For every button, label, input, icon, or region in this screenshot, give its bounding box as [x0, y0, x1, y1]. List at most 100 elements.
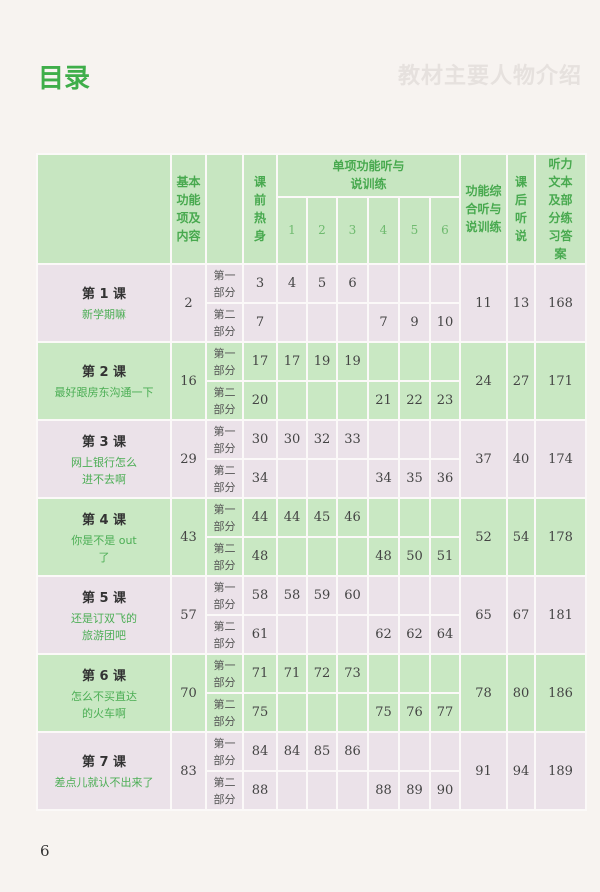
header-basic: 基本功能项及内容 [172, 155, 205, 263]
single-page [400, 265, 429, 302]
table-row: 第二部分 48 48 50 51 [38, 538, 585, 575]
single-page [431, 499, 459, 536]
single-page: 36 [431, 460, 459, 497]
single-page [431, 343, 459, 380]
basic-page: 43 [172, 499, 205, 575]
part-label: 第二部分 [207, 382, 242, 419]
part-label: 第一部分 [207, 343, 242, 380]
answers-page: 181 [536, 577, 585, 653]
after-page: 54 [508, 499, 534, 575]
single-page [431, 655, 459, 692]
single-page: 23 [431, 382, 459, 419]
basic-page: 29 [172, 421, 205, 497]
lesson-name: 第 4 课 [81, 512, 127, 528]
lesson-title-cell: 第 5 课还是订双飞的旅游团吧 [38, 577, 170, 653]
single-page [431, 421, 459, 458]
answers-page: 189 [536, 733, 585, 809]
basic-page: 70 [172, 655, 205, 731]
single-page: 33 [338, 421, 367, 458]
lesson-subtitle: 新学期嘛 [82, 308, 126, 321]
lesson-title-cell: 第 2 课最好跟房东沟通一下 [38, 343, 170, 419]
answers-page: 186 [536, 655, 585, 731]
faded-heading: 教材主要人物介绍 [397, 63, 582, 89]
part-label: 第二部分 [207, 772, 242, 809]
lesson-title-cell: 第 7 课差点儿就认不出来了 [38, 733, 170, 809]
pre-page: 75 [244, 694, 276, 731]
single-page [431, 577, 459, 614]
table-row: 第 7 课差点儿就认不出来了 83 第一部分 84 84 85 86 91 94 189 [38, 733, 585, 809]
single-page: 34 [369, 460, 398, 497]
after-page: 40 [508, 421, 534, 497]
header-part-blank [207, 155, 242, 263]
after-page: 13 [508, 265, 534, 341]
single-page [400, 577, 429, 614]
lesson-title-cell: 第 3 课网上银行怎么进不去啊 [38, 421, 170, 497]
contents-table: 基本功能项及内容 课前热身 单项功能听与说训练 功能综合听与说训练 课后听说 听… [36, 153, 587, 811]
pre-page: 44 [244, 499, 276, 536]
single-page: 62 [369, 616, 398, 653]
part-label: 第一部分 [207, 655, 242, 692]
table-row: 第 2 课最好跟房东沟通一下 16 第一部分 17 17 19 19 24 27 171 [38, 343, 585, 419]
after-page: 27 [508, 343, 534, 419]
part-label: 第二部分 [207, 304, 242, 341]
table-row: 第二部分 34 34 35 36 [38, 460, 585, 497]
table-row: 第二部分 88 88 89 90 [38, 772, 585, 809]
single-page [369, 343, 398, 380]
single-page: 45 [308, 499, 336, 536]
lesson-title-cell: 第 1 课新学期嘛 [38, 265, 170, 341]
single-page: 71 [278, 655, 306, 692]
header-sub-column: 6 [431, 197, 459, 263]
single-page [369, 499, 398, 536]
single-page: 77 [431, 694, 459, 731]
single-page [338, 694, 367, 731]
single-page: 32 [308, 421, 336, 458]
integrated-page: 24 [461, 343, 506, 419]
single-page: 51 [431, 538, 459, 575]
table-row: 第二部分 20 21 22 23 [38, 382, 585, 419]
header-answers: 听力文本及部分练习答案 [536, 155, 585, 263]
part-label: 第二部分 [207, 460, 242, 497]
single-page: 4 [278, 265, 306, 302]
single-page: 46 [338, 499, 367, 536]
part-label: 第一部分 [207, 733, 242, 770]
part-label: 第一部分 [207, 265, 242, 302]
lesson-subtitle: 你是不是 out 了 [71, 533, 137, 564]
lesson-subtitle: 差点儿就认不出来了 [54, 776, 154, 789]
header-sub-column: 1 [278, 197, 306, 263]
single-page: 6 [338, 265, 367, 302]
header-after: 课后听说 [508, 155, 534, 263]
single-page: 50 [400, 538, 429, 575]
single-page: 89 [400, 772, 429, 809]
single-page [369, 421, 398, 458]
pre-page: 7 [244, 304, 276, 341]
lesson-subtitle: 还是订双飞的旅游团吧 [71, 611, 137, 642]
answers-page: 168 [536, 265, 585, 341]
table-row: 第 5 课还是订双飞的旅游团吧 57 第一部分 58 58 59 60 65 67 181 [38, 577, 585, 653]
single-page: 48 [369, 538, 398, 575]
lesson-title-cell: 第 4 课你是不是 out 了 [38, 499, 170, 575]
single-page: 73 [338, 655, 367, 692]
single-page: 85 [308, 733, 336, 770]
single-page: 64 [431, 616, 459, 653]
single-page: 75 [369, 694, 398, 731]
single-page [308, 304, 336, 341]
table-row: 第二部分 61 62 62 64 [38, 616, 585, 653]
single-page: 72 [308, 655, 336, 692]
single-page [369, 577, 398, 614]
single-page: 7 [369, 304, 398, 341]
lesson-name: 第 7 课 [81, 755, 127, 770]
single-page [400, 421, 429, 458]
single-page [308, 460, 336, 497]
pre-page: 71 [244, 655, 276, 692]
integrated-page: 78 [461, 655, 506, 731]
header-single: 单项功能听与说训练 [278, 155, 459, 196]
header-sub-column: 4 [369, 197, 398, 263]
table-row: 第 3 课网上银行怎么进不去啊 29 第一部分 30 30 32 33 37 40 174 [38, 421, 585, 497]
lesson-title-cell: 第 6 课怎么不买直达的火车啊 [38, 655, 170, 731]
single-page [308, 694, 336, 731]
single-page [278, 616, 306, 653]
single-page [338, 304, 367, 341]
single-page [369, 733, 398, 770]
pre-page: 30 [244, 421, 276, 458]
after-page: 80 [508, 655, 534, 731]
